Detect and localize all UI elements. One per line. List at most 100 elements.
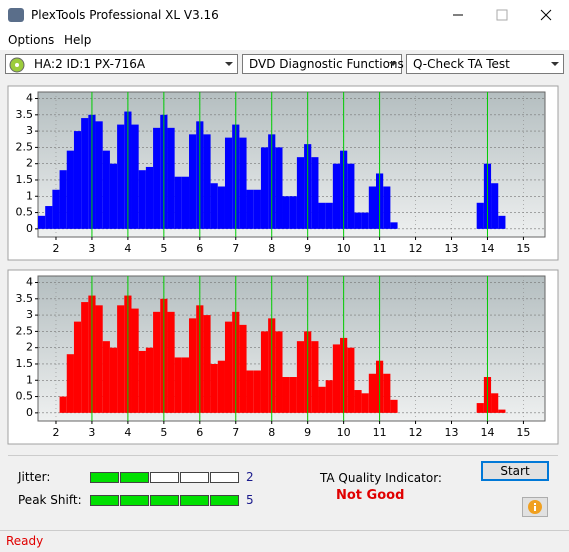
bar: [81, 118, 89, 229]
results-panel: [8, 455, 558, 526]
x-tick-label: 3: [88, 242, 95, 255]
start-button[interactable]: Start: [481, 461, 549, 481]
x-tick-label: 13: [445, 242, 459, 255]
bar: [282, 377, 290, 413]
x-tick-label: 14: [480, 242, 494, 255]
bar: [217, 360, 225, 413]
app-icon: [8, 8, 24, 22]
x-tick-label: 10: [337, 426, 351, 439]
jitter-label: Jitter:: [18, 470, 51, 484]
x-tick-label: 12: [409, 426, 423, 439]
x-tick-label: 6: [196, 242, 203, 255]
window-title: PlexTools Professional XL V3.16: [31, 8, 219, 22]
bar: [52, 189, 60, 229]
test-label: Q-Check TA Test: [413, 57, 510, 71]
bar: [361, 393, 369, 413]
bar: [138, 170, 146, 229]
y-tick-label: 1: [26, 373, 33, 386]
y-tick-label: 2: [26, 341, 33, 354]
bar: [210, 363, 218, 413]
bar: [181, 357, 190, 413]
bar: [109, 347, 118, 413]
bar: [282, 196, 290, 229]
bar: [224, 321, 233, 413]
bar: [239, 324, 247, 413]
info-button[interactable]: [522, 497, 548, 517]
status-bar: Ready: [0, 530, 569, 552]
x-tick-label: 8: [268, 426, 275, 439]
y-tick-label: 3: [26, 124, 33, 137]
level-box: [210, 495, 239, 506]
bar: [153, 311, 161, 413]
bar: [296, 341, 305, 413]
function-select[interactable]: DVD Diagnostic Functions: [242, 54, 404, 74]
bar: [189, 318, 197, 413]
bar: [239, 137, 247, 229]
x-tick-label: 9: [304, 426, 311, 439]
bar: [102, 150, 110, 229]
bar: [138, 350, 146, 413]
bar: [167, 311, 175, 413]
bar: [498, 409, 506, 413]
x-tick-label: 11: [373, 426, 387, 439]
bar: [275, 147, 283, 229]
level-box: [120, 495, 149, 506]
bar: [491, 183, 499, 229]
y-tick-label: 3.5: [16, 292, 34, 305]
bar: [38, 215, 46, 229]
window-controls[interactable]: [440, 0, 569, 30]
bar: [131, 124, 139, 229]
bar: [260, 147, 269, 229]
y-tick-label: 4: [26, 92, 33, 105]
menu-item[interactable]: Options: [8, 33, 55, 47]
x-tick-label: 15: [516, 426, 530, 439]
bar: [325, 380, 333, 413]
bar: [368, 186, 376, 229]
bar: [210, 183, 218, 229]
bar: [95, 121, 103, 229]
level-box: [180, 495, 209, 506]
x-tick-label: 6: [196, 426, 203, 439]
bar: [296, 157, 305, 229]
bar: [289, 196, 297, 229]
disc-icon: [9, 57, 25, 73]
bar: [289, 377, 297, 413]
level-box: [120, 472, 149, 483]
x-tick-label: 9: [304, 242, 311, 255]
drive-label: HA:2 ID:1 PX-716A: [34, 57, 146, 71]
y-tick-label: 1.5: [16, 173, 34, 186]
drive-select[interactable]: HA:2 ID:1 PX-716A: [5, 54, 238, 74]
bar: [174, 357, 182, 413]
x-tick-label: 11: [373, 242, 387, 255]
bar: [383, 373, 391, 413]
level-box: [90, 495, 119, 506]
bar: [59, 170, 67, 229]
bar: [325, 202, 333, 229]
x-tick-label: 4: [124, 242, 131, 255]
bar: [491, 393, 499, 413]
bar: [224, 137, 233, 229]
bar: [390, 222, 398, 229]
x-tick-label: 7: [232, 242, 239, 255]
y-tick-label: 3.5: [16, 108, 34, 121]
x-tick-label: 3: [88, 426, 95, 439]
bar: [332, 344, 341, 413]
menu-item[interactable]: Help: [64, 33, 92, 47]
bar: [332, 163, 341, 229]
x-tick-label: 13: [445, 426, 459, 439]
bar: [476, 403, 484, 413]
bar: [390, 399, 398, 413]
bar: [189, 134, 197, 229]
function-label: DVD Diagnostic Functions: [249, 57, 404, 71]
peak-shift-value: 5: [246, 493, 254, 507]
bar: [181, 176, 190, 229]
test-select[interactable]: Q-Check TA Test: [406, 54, 564, 74]
x-tick-label: 8: [268, 242, 275, 255]
bar: [73, 131, 82, 229]
bar: [109, 163, 118, 229]
x-tick-label: 4: [124, 426, 131, 439]
bar: [131, 308, 139, 413]
bar: [354, 212, 362, 229]
x-tick-label: 10: [337, 242, 351, 255]
x-tick-label: 2: [52, 242, 59, 255]
